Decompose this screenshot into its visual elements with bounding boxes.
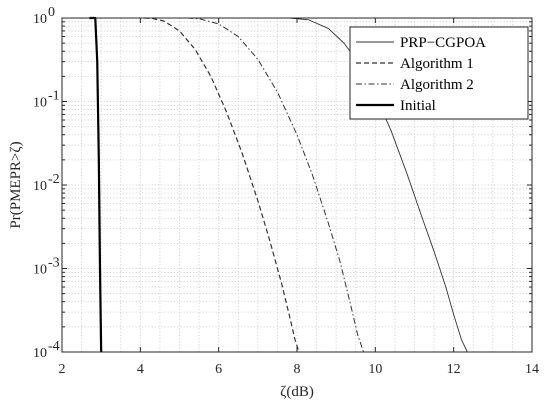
y-tick-label-exponent: -4	[48, 339, 60, 354]
series-line-2	[144, 17, 300, 353]
y-tick-label-base: 10	[33, 12, 47, 27]
x-tick-label: 14	[525, 362, 539, 377]
y-tick-label: 10 -2	[33, 172, 60, 194]
y-tick-label: 10 -3	[33, 256, 60, 278]
x-tick-label: 10	[368, 362, 382, 377]
y-tick-label-base: 10	[33, 179, 47, 194]
y-tick-label-exponent: -2	[48, 172, 60, 187]
x-tick-label: 4	[137, 362, 144, 377]
grid	[61, 18, 533, 353]
legend-entry-label: Algorithm 1	[400, 56, 474, 72]
legend: PRP−CGPOA Algorithm 1 Algorithm 2 Initial	[349, 26, 529, 120]
x-tick-label: 6	[215, 362, 222, 377]
y-tick-label: 10 -1	[33, 89, 60, 111]
series-line-1	[199, 17, 468, 353]
y-tick-label: 10 -4	[33, 339, 60, 361]
x-tick-label: 2	[59, 362, 66, 377]
y-tick-label: 10 0	[33, 5, 55, 27]
x-tick-label: 12	[447, 362, 461, 377]
y-tick-label-base: 10	[33, 263, 47, 278]
x-axis-label: ζ(dB)	[280, 384, 314, 400]
y-tick-label-base: 10	[33, 346, 47, 361]
y-tick-label-base: 10	[33, 96, 47, 111]
x-tick-labels: 2 4 6 8 10 12 14	[59, 362, 540, 377]
ticks	[61, 17, 533, 353]
legend-entry-label: Algorithm 2	[400, 77, 474, 93]
legend-entry-label: PRP−CGPOA	[400, 35, 486, 51]
y-axis-label: Pr(PMEPR>ζ)	[8, 141, 24, 228]
y-tick-label-exponent: -3	[48, 256, 60, 271]
x-tick-label: 8	[294, 362, 301, 377]
series-line-3	[187, 17, 365, 353]
y-tick-label-exponent: 0	[48, 5, 55, 20]
y-tick-label-exponent: -1	[48, 89, 60, 104]
legend-entry-label: Initial	[400, 98, 436, 114]
